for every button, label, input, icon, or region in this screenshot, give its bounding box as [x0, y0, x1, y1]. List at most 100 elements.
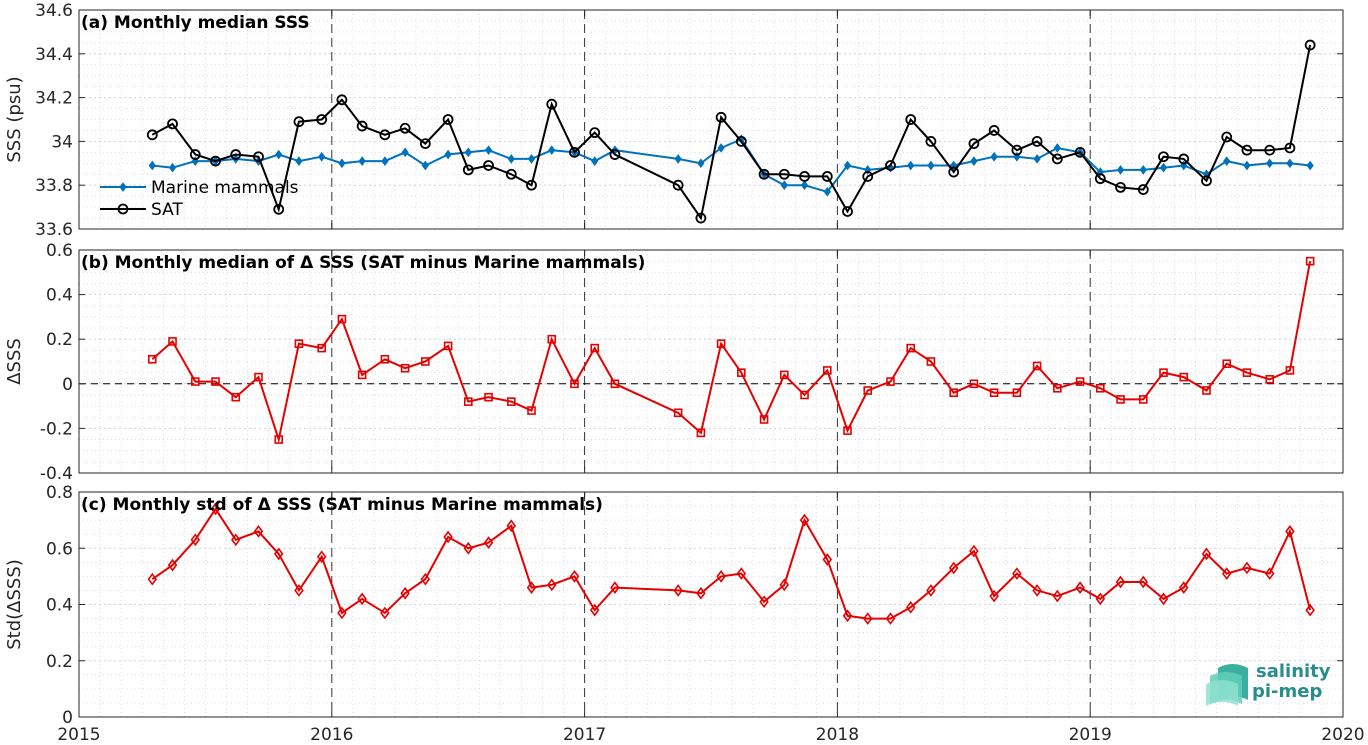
data-point: 33.77: [823, 186, 831, 197]
x-tick-label: 2018: [816, 725, 859, 745]
data-point: -0.12: [527, 406, 536, 415]
y-tick-label: 0.6: [46, 241, 73, 261]
y-axis-label: SSS (psu): [4, 76, 25, 162]
panel-title: (c) Monthly std of Δ SSS (SAT minus Mari…: [81, 495, 603, 515]
data-point: 34.03: [379, 129, 391, 141]
series-line: [151, 44, 1312, 221]
data-point: 0.01: [211, 377, 220, 386]
data-point: 0.56: [822, 553, 833, 566]
data-point: 33.87: [1116, 165, 1125, 175]
data-point: 0.06: [1285, 366, 1295, 375]
data-point: 33.91: [1223, 156, 1231, 166]
data-point: 33.9: [1266, 158, 1274, 169]
data-point: 0.55: [1305, 256, 1315, 266]
data-point: 33.89: [885, 160, 896, 171]
data-point: -0.06: [484, 392, 493, 402]
data-point: 0.01: [190, 377, 200, 386]
data-point: 0.06: [822, 366, 832, 375]
series-delta-2: 0.49 0.54 0.63 0.74 0.63 0.66 0.58 0.45 0.57 0.37…: [147, 502, 1315, 625]
data-point: 0.05: [1242, 368, 1252, 377]
data-point: -0.04: [989, 388, 999, 398]
data-point: 34: [925, 135, 937, 147]
data-point: 0.11: [148, 354, 157, 364]
data-point: 0.29: [337, 314, 347, 324]
data-point: 0: [969, 379, 979, 389]
data-point: 33.93: [253, 151, 264, 163]
data-point: 33.96: [1011, 144, 1023, 156]
data-point: 0.46: [526, 581, 537, 594]
data-point: 33.92: [527, 154, 536, 164]
data-point: 33.94: [444, 149, 452, 160]
y-axis-label: ΔSSS: [4, 338, 25, 385]
data-point: 34.05: [988, 125, 1000, 136]
data-point: 33.91: [970, 156, 978, 166]
data-point: 33.89: [148, 160, 156, 171]
data-point: 0.11: [380, 354, 390, 364]
data-point: 34.1: [316, 114, 328, 125]
legend-marker: [117, 203, 129, 215]
data-point: 34.08: [167, 118, 178, 130]
data-point: 34.02: [1221, 131, 1233, 143]
data-point: 33.89: [843, 160, 852, 171]
data-point: 0.04: [357, 370, 367, 380]
data-point: 33.86: [948, 166, 960, 178]
data-point: 33.89: [1306, 160, 1314, 171]
data-point: 33.97: [1053, 143, 1061, 153]
data-point: 33.95: [569, 146, 580, 158]
data-point: 0.62: [483, 536, 494, 549]
data-point: 0.44: [400, 586, 410, 600]
data-point: 0.74: [210, 502, 221, 516]
data-point: 33.89: [483, 160, 494, 171]
y-tick-label: 0.2: [46, 330, 73, 350]
data-point: 0.46: [610, 581, 620, 594]
data-point: 33.9: [697, 158, 705, 169]
data-point: 0.03: [1179, 372, 1189, 382]
data-point: 0.51: [736, 567, 747, 580]
data-point: 0.39: [905, 600, 916, 614]
data-point: 33.97: [717, 143, 725, 153]
data-point: 0.42: [357, 592, 367, 606]
data-point: 0.68: [506, 519, 517, 533]
y-tick-label: -0.4: [40, 464, 73, 484]
data-point: 0: [570, 379, 579, 389]
data-point: -0.13: [673, 408, 683, 418]
data-point: 0.04: [780, 370, 789, 380]
data-point: 33.99: [419, 138, 431, 149]
legend-label: SAT: [151, 200, 183, 220]
y-tick-label: 0: [62, 708, 73, 728]
data-point: 33.93: [990, 151, 998, 162]
data-point: 0.2: [547, 334, 557, 344]
series-delta-1: 0.11 0.19 0.01 0.01 -0.06 0.03 -0.25 0.18 0.16 0.…: [148, 256, 1315, 444]
data-point: -0.03: [863, 386, 873, 395]
data-point: 0.17: [443, 341, 453, 351]
data-point: 0.46: [1178, 581, 1189, 594]
data-point: 33.96: [1264, 144, 1276, 156]
legend-label: Marine mammals: [151, 178, 299, 198]
data-point: 34.09: [293, 116, 305, 128]
data-point: 0.48: [1138, 575, 1149, 589]
y-tick-label: -0.2: [40, 419, 73, 439]
data-point: 0.51: [1012, 567, 1022, 580]
data-point: 0.49: [147, 572, 158, 586]
panel-b: -0.4 -0.2 0 0.2 0.4 0.6 ΔSSS 0.11 0.19 0.01 0.01 -0…: [4, 241, 1344, 484]
data-point: -0.22: [696, 428, 706, 438]
series-marine-mammals: 33.89 33.88 33.91 33.91 33.92 33.91 33.94 33.91…: [148, 134, 1314, 197]
data-point: 33.82: [1201, 175, 1212, 187]
data-point: 0.48: [1115, 575, 1126, 589]
data-point: 0.47: [779, 578, 790, 592]
series-sat: 34.03 34.08 33.94 33.91 33.94 33.93 33.69 34.09…: [146, 39, 1316, 224]
panel-title: (b) Monthly median of Δ SSS (SAT minus M…: [81, 253, 645, 273]
data-point: 33.92: [1033, 154, 1041, 164]
data-point: 33.95: [401, 147, 409, 158]
data-point: -0.16: [759, 415, 769, 424]
data-point: 0.59: [969, 544, 979, 558]
data-point: 34: [735, 135, 747, 147]
data-point: 34.04: [589, 127, 601, 139]
data-point: 33.95: [1074, 146, 1086, 158]
data-point: 33.84: [799, 171, 810, 182]
data-point: 0.18: [716, 339, 726, 348]
y-tick-label: 34.4: [35, 45, 73, 65]
